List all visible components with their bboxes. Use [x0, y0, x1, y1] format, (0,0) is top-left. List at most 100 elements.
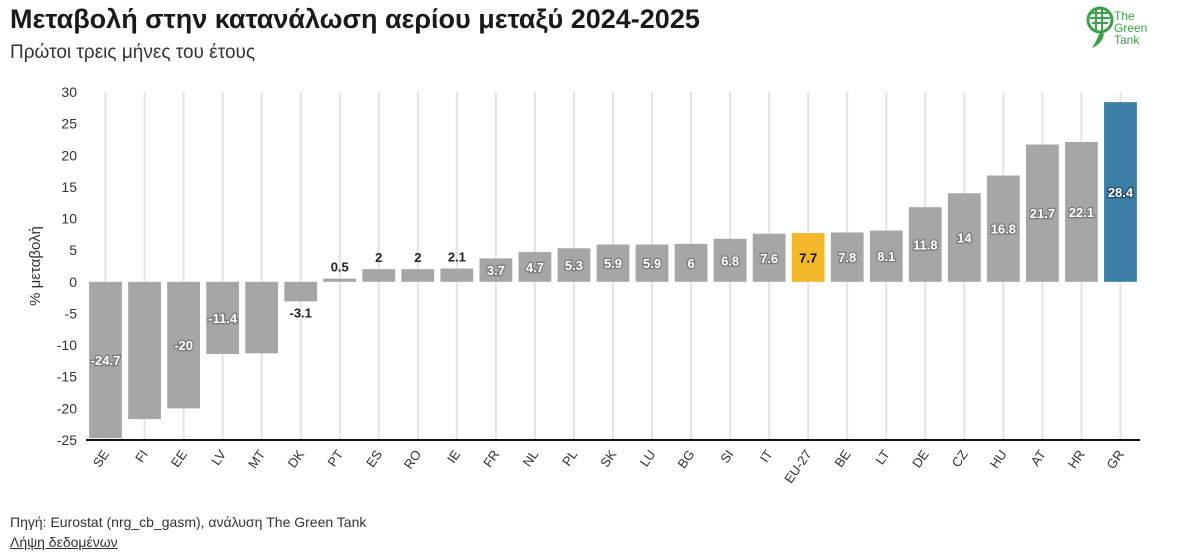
y-tick-label: 25 [61, 116, 77, 132]
x-tick-label: LT [872, 447, 892, 467]
x-tick-label: HR [1065, 447, 1088, 471]
y-tick-label: -10 [57, 337, 77, 353]
bar-hu [986, 175, 1020, 282]
data-label: 6.8 [721, 253, 739, 268]
x-tick-label: AT [1028, 447, 1049, 468]
globe-leaf-icon [1086, 6, 1114, 48]
data-label: 2 [375, 250, 382, 265]
bar-eu-27 [791, 233, 825, 282]
data-label: -20 [174, 338, 193, 353]
bar-lt [869, 230, 903, 282]
data-label: 7.8 [838, 250, 856, 265]
bar-be [830, 232, 864, 282]
y-tick-label: 0 [69, 274, 77, 290]
data-label: 7.6 [760, 251, 778, 266]
x-tick-label: DK [285, 447, 308, 471]
y-axis-label: % μεταβολή [27, 226, 44, 306]
download-data-link[interactable]: Λήψη δεδομένων [10, 534, 118, 550]
bar-dk [284, 281, 318, 302]
x-tick-label: FI [132, 447, 151, 465]
bar-sk [596, 244, 630, 282]
bar-ie [440, 268, 474, 282]
data-label: 16.8 [991, 222, 1016, 237]
y-tick-label: -20 [57, 400, 77, 416]
x-tick-label: GR [1103, 447, 1126, 472]
x-tick-label: PT [324, 447, 346, 469]
chart-title: Μεταβολή στην κατανάλωση αερίου μεταξύ 2… [10, 4, 700, 34]
x-tick-label: PL [559, 447, 580, 469]
bar-pt [323, 278, 357, 282]
logo-line-2: Green [1114, 21, 1148, 35]
data-label: 5.3 [565, 258, 583, 273]
bar-nl [518, 252, 552, 282]
x-tick-label: DE [909, 447, 932, 471]
x-tick-label: IE [444, 447, 464, 466]
chart-subtitle: Πρώτοι τρεις μήνες του έτους [10, 42, 256, 63]
y-tick-label: 15 [61, 179, 77, 195]
x-tick-label: EE [168, 447, 190, 470]
data-label: 4.7 [526, 260, 544, 275]
data-label: 2.1 [448, 250, 466, 265]
bar-ro [401, 269, 435, 282]
bar-pl [557, 248, 591, 282]
data-label: 11.8 [913, 237, 938, 252]
source-note: Πηγή: Eurostat (nrg_cb_gasm), ανάλυση Th… [10, 514, 367, 530]
bar-de [908, 207, 942, 282]
data-label: 8.1 [877, 249, 895, 264]
bar-bg [674, 243, 708, 282]
y-tick-label: 5 [69, 242, 77, 258]
y-tick-label: -5 [65, 305, 78, 321]
data-label: -24.7 [91, 353, 121, 368]
data-label: 0.5 [331, 260, 349, 275]
bar-gr [1104, 102, 1137, 282]
y-tick-label: 30 [61, 84, 77, 100]
bar-hr [1065, 141, 1098, 282]
bar-ee [167, 281, 200, 409]
logo-line-1: The [1114, 9, 1135, 23]
bar-it [752, 233, 786, 282]
y-tick-label: 10 [61, 211, 77, 227]
data-label: 28.4 [1108, 185, 1134, 200]
x-tick-label: SE [90, 447, 112, 470]
x-tick-label: IT [757, 447, 776, 465]
green-tank-logo: The Green Tank [1086, 4, 1166, 54]
data-label: 5.9 [604, 256, 622, 271]
data-label: 14 [957, 231, 972, 246]
data-label: -3.1 [290, 305, 312, 320]
data-label: 21.7 [1030, 206, 1055, 221]
x-tick-label: LU [637, 447, 659, 469]
bar-si [713, 238, 747, 282]
bar-es [362, 269, 396, 282]
data-label: 6 [687, 256, 694, 271]
x-tick-label: FR [480, 447, 502, 470]
x-tick-label: RO [401, 447, 424, 472]
x-tick-label: SI [717, 447, 736, 466]
data-label: 2 [414, 250, 421, 265]
x-tick-label: ES [363, 447, 385, 470]
x-tick-label: SK [597, 447, 619, 470]
bar-fr [479, 258, 513, 282]
bar-lv [206, 281, 240, 354]
x-tick-label: EU-27 [781, 447, 814, 486]
y-tick-label: -15 [57, 369, 77, 385]
bar-lu [635, 244, 669, 282]
data-label: 5.9 [643, 256, 661, 271]
x-tick-label: MT [245, 447, 268, 471]
logo-text: The Green Tank [1114, 10, 1147, 46]
x-tick-label: HU [987, 447, 1010, 471]
bar-at [1026, 144, 1059, 282]
data-label: -11.4 [208, 311, 238, 326]
x-tick-label: CZ [949, 447, 971, 470]
x-tick-label: LV [208, 447, 229, 468]
bar-cz [947, 193, 981, 282]
logo-line-3: Tank [1114, 33, 1140, 47]
y-tick-label: 20 [61, 147, 77, 163]
bar-mt [245, 281, 279, 354]
data-label: 22.1 [1069, 205, 1094, 220]
bar-se [89, 281, 122, 439]
x-tick-label: BE [831, 447, 853, 470]
x-tick-label: NL [520, 447, 542, 469]
bar-fi [128, 281, 161, 420]
data-label: 3.7 [487, 263, 505, 278]
data-label: 7.7 [799, 250, 817, 265]
